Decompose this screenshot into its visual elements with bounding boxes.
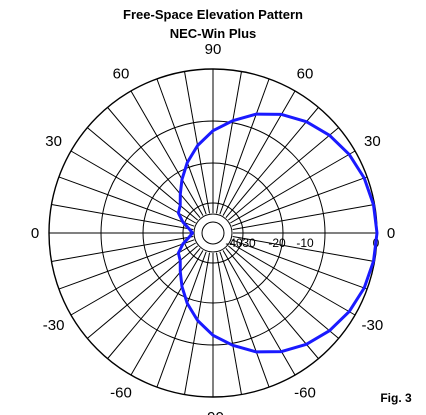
grid-spoke [51,235,194,262]
grid-spoke [130,250,204,376]
pattern-point [280,113,283,115]
angle-tick-label: 0 [387,225,395,242]
pattern-point [179,271,181,273]
grid-spoke [222,90,296,216]
grid-spoke [231,176,368,227]
pattern-point [232,120,234,122]
grid-spoke [130,90,204,216]
pattern-point [179,204,181,207]
pattern-point [348,311,350,313]
grid-spoke [225,107,319,219]
pattern-point [372,204,375,206]
pattern-point [177,212,179,214]
grid-ring [142,162,284,304]
grid-spoke [227,127,339,221]
angle-tick-label: 90 [205,41,222,58]
pattern-point [182,243,184,245]
grid-spoke [58,176,195,227]
angle-tick-label: 60 [297,66,314,83]
pattern-point [197,319,199,322]
pattern-point [305,343,307,345]
pattern-point [328,134,331,136]
grid-spoke [51,204,194,231]
grid-spoke [70,242,196,316]
radial-tick-label: -30 [238,236,256,250]
series-layer [176,112,379,354]
angle-tick-label: 30 [45,133,62,150]
pattern-point [363,177,365,179]
pattern-point [179,193,181,195]
pattern-point [372,260,375,262]
pattern-point [177,252,179,254]
radial-tick-label: -20 [268,236,286,250]
grid-spoke [184,252,211,395]
pattern-point [188,236,190,238]
pattern-point [191,232,194,234]
grid-spoke [107,107,201,219]
grid-spoke [232,235,375,262]
angle-tick-label: 0 [31,225,39,242]
grid-spoke [184,71,211,214]
pattern-point [179,259,181,262]
radial-tick-label: -10 [296,236,314,250]
pattern-point [348,153,350,155]
radial-labels: -40-30 -20 -10 0 [225,236,379,250]
pattern-point [305,121,307,123]
grid-spoke [215,252,242,395]
grid-ring [100,120,326,346]
grid-spoke [230,150,356,224]
pattern-point [181,178,183,180]
pattern-point [186,302,188,305]
pattern-point [328,330,331,332]
pattern-point [280,351,283,353]
pattern-point [255,351,257,353]
angle-tick-label: -30 [43,317,65,334]
pattern-point [376,232,378,234]
pattern-point [188,228,190,230]
pattern-point [363,287,365,289]
pattern-point [212,334,214,336]
figure-label: Fig. 3 [380,391,412,405]
pattern-point [197,144,199,147]
grid-ring [182,202,244,264]
grid-spoke [227,245,339,339]
grid-spoke [219,78,270,215]
angle-tick-label: 60 [113,66,130,83]
angle-tick-label: -60 [294,384,316,401]
grid-spoke [219,251,270,388]
grid-spoke [225,247,319,359]
angle-labels: 90 60 60 30 30 0 0 -30 -30 -60 -60 -90 [31,41,395,415]
grid-spoke [70,150,196,224]
grid-spoke [230,242,356,316]
grid-ring [201,221,225,245]
grid-spoke [58,239,195,290]
grid-spoke [215,71,242,214]
grid-spoke [156,78,207,215]
pattern-point [182,221,184,223]
angle-tick-label: -60 [110,384,132,401]
grid-spoke [231,239,368,290]
angle-tick-label: -90 [202,409,224,415]
pattern-point [186,161,188,164]
pattern-point [255,113,257,115]
polar-grid [48,68,378,398]
grid-spoke [156,251,207,388]
angle-tick-label: 30 [364,133,381,150]
grid-spoke [222,250,296,376]
pattern-point [232,344,234,346]
radial-tick-label: -40 [225,236,243,250]
chart-subtitle: NEC-Win Plus [170,26,257,41]
angle-tick-label: -30 [362,317,384,334]
chart-title: Free-Space Elevation Pattern [123,7,303,22]
pattern-point [212,130,214,132]
grid-spoke [107,247,201,359]
pattern-point [181,286,183,288]
grid-spoke [232,204,375,231]
